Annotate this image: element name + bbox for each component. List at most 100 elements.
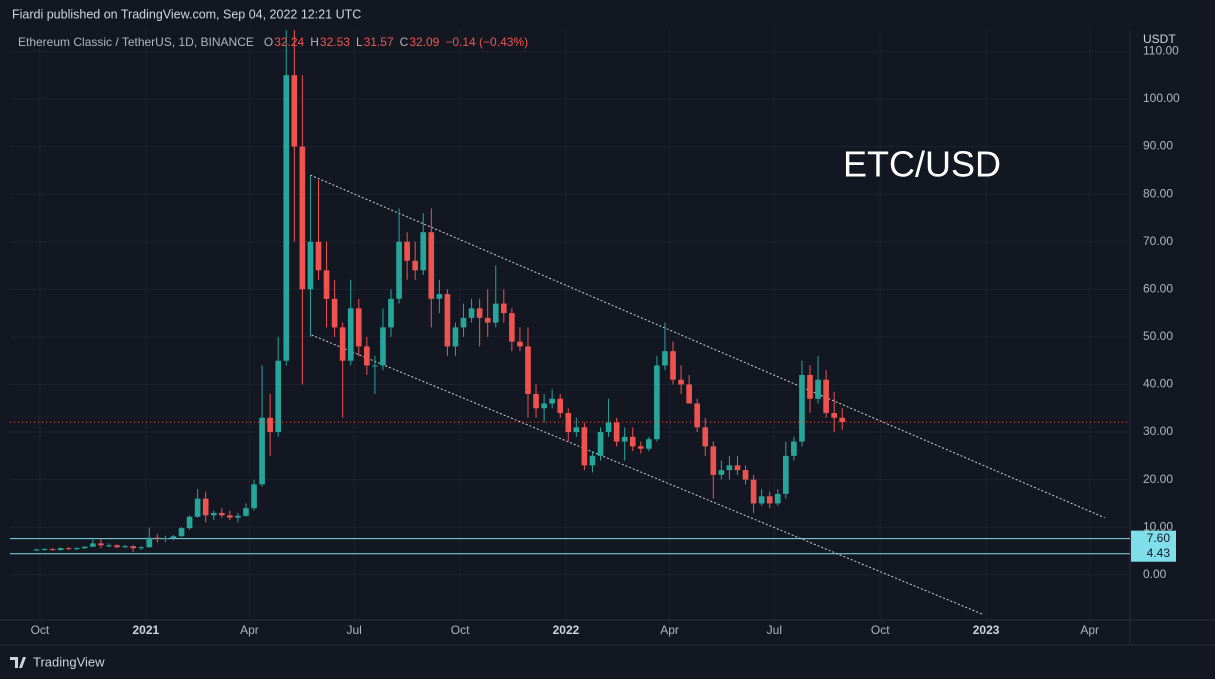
candle-body: [122, 546, 128, 548]
x-tick-label: Jul: [347, 623, 362, 637]
legend: Ethereum Classic / TetherUS, 1D, BINANCE…: [18, 35, 528, 49]
candle-body: [138, 547, 145, 549]
candle-body: [106, 545, 112, 547]
candle-body: [444, 294, 451, 347]
candle-body: [468, 308, 475, 318]
y-tick-label: 60.00: [1143, 281, 1173, 295]
candle-body: [710, 446, 717, 475]
candle-body: [49, 549, 56, 551]
candle-body: [750, 479, 757, 504]
candle-body: [581, 427, 588, 466]
candle-body: [259, 417, 265, 485]
candle-body: [670, 351, 676, 380]
y-tick-label: 100.00: [1143, 91, 1180, 105]
level-label-box: [1131, 530, 1176, 547]
legend-field-value: 32.24: [274, 35, 304, 49]
candle-body: [114, 545, 120, 548]
y-tick-label: 110.00: [1143, 44, 1179, 58]
candle-body: [339, 327, 346, 361]
x-tick-label: Oct: [871, 623, 890, 637]
candle-body: [460, 317, 467, 328]
annotation: ETC/USD: [843, 144, 1001, 185]
candle-body: [194, 498, 201, 517]
candle-body: [621, 436, 628, 442]
candle-body: [331, 298, 338, 328]
axes: 0.00 10.00 20.00 30.00 40.00 50.00 60.00 70.00 8…: [31, 44, 1180, 638]
candle-body: [227, 515, 233, 518]
logo-icon: [10, 657, 26, 668]
candle-body: [742, 470, 749, 480]
legend-change: −0.14 (−0.43%): [445, 35, 528, 49]
candle-body: [218, 512, 225, 516]
header: Fiardi published on TradingView.com, Sep…: [12, 7, 361, 21]
x-tick-label: Apr: [660, 623, 679, 637]
y-tick-label: 80.00: [1143, 186, 1173, 200]
x-tick-label: Apr: [1080, 623, 1099, 637]
trendline: [311, 334, 985, 616]
candle-body: [509, 313, 515, 342]
candle-body: [299, 146, 306, 290]
candle-body: [799, 374, 805, 442]
candle-body: [420, 232, 427, 271]
candle-body: [436, 294, 443, 299]
candle-body: [202, 498, 209, 516]
candle-body: [525, 346, 531, 394]
legend-field-label: O: [264, 35, 273, 49]
legend-field-label: L: [356, 35, 363, 49]
candle-body: [597, 432, 604, 456]
candle-body: [807, 374, 813, 399]
candle-body: [678, 379, 684, 385]
legend-field-label: H: [310, 35, 319, 49]
candle-body: [783, 455, 789, 494]
candle-body: [533, 393, 539, 409]
candle-body: [210, 512, 217, 516]
y-tick-label: 20.00: [1143, 472, 1173, 486]
legend-field-label: C: [400, 35, 409, 49]
candle-body: [323, 270, 330, 299]
x-tick-label: 2022: [553, 623, 580, 637]
candle-body: [146, 537, 153, 548]
candle-body: [404, 241, 410, 261]
candle-body: [831, 413, 837, 418]
candle-body: [98, 543, 104, 546]
candle-body: [41, 549, 48, 551]
candle-body: [396, 241, 402, 299]
candle-body: [73, 548, 80, 550]
candle-body: [364, 346, 370, 366]
candle-body: [347, 308, 354, 361]
candle-body: [500, 303, 507, 314]
candle-body: [573, 427, 580, 433]
candle-body: [517, 341, 523, 347]
candle-body: [186, 516, 193, 529]
trendline: [310, 174, 1105, 519]
candle-body: [557, 398, 564, 414]
y-tick-label: 50.00: [1143, 329, 1173, 343]
x-tick-label: 2023: [973, 623, 1000, 637]
level-label: 4.43: [1147, 546, 1171, 560]
candle-body: [243, 508, 249, 516]
candle-body: [791, 441, 797, 456]
candle-body: [307, 241, 314, 290]
candle-body: [65, 548, 72, 550]
plot-area: [10, 30, 1130, 616]
candle-body: [686, 384, 692, 404]
candle-body: [235, 515, 241, 518]
candle-body: [162, 538, 169, 540]
legend-field-value: 31.57: [364, 35, 394, 49]
candle-body: [178, 528, 185, 537]
candle-body: [589, 455, 596, 466]
candle-body: [565, 413, 572, 433]
candle-body: [758, 496, 765, 504]
y-tick-label: 90.00: [1143, 139, 1173, 153]
candle-body: [154, 537, 161, 539]
candle-body: [766, 496, 773, 504]
grid: [10, 30, 1130, 620]
legend-field-value: 32.53: [320, 35, 350, 49]
candle-body: [637, 446, 644, 449]
candle-body: [452, 327, 459, 347]
y-tick-label: 30.00: [1143, 424, 1173, 438]
candle-body: [702, 427, 709, 447]
candle-body: [57, 548, 64, 551]
